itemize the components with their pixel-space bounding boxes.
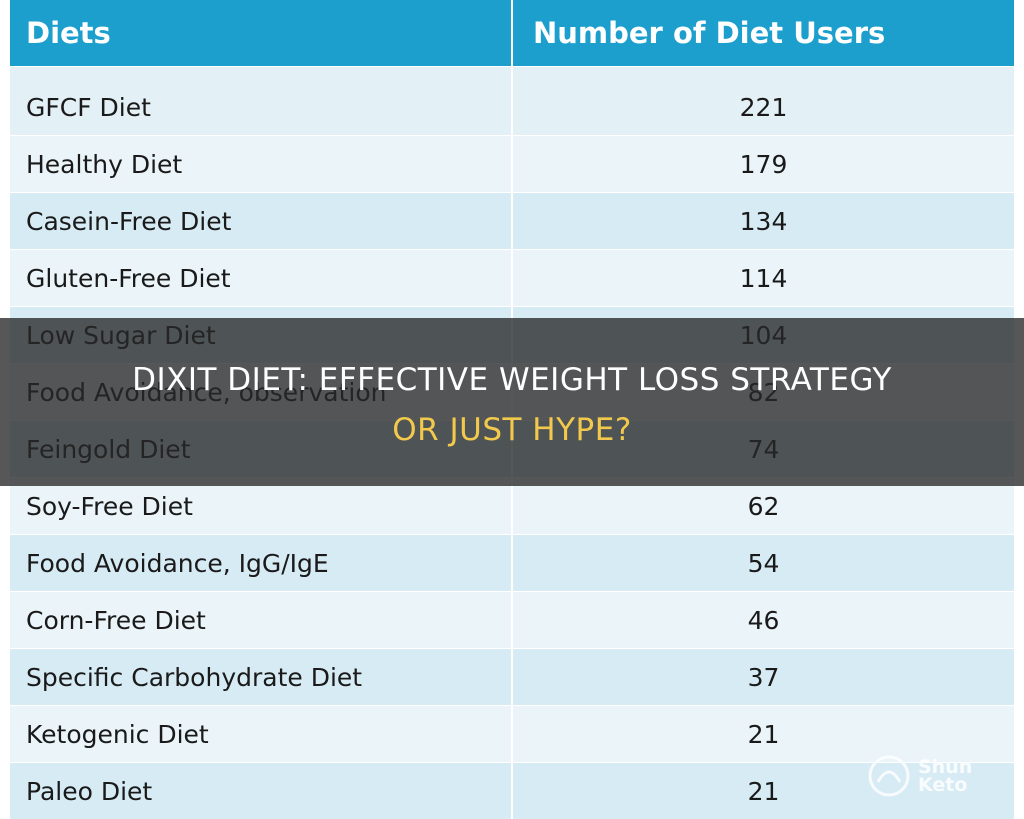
user-count: 46	[513, 592, 1014, 648]
diet-name: Ketogenic Diet	[10, 706, 511, 762]
diet-name: Gluten-Free Diet	[10, 250, 511, 306]
diet-name: Casein-Free Diet	[10, 193, 511, 249]
column-header: Diets	[10, 0, 511, 66]
column-header: Number of Diet Users	[513, 0, 1014, 66]
diet-name: GFCF Diet	[10, 67, 511, 135]
watermark-text: Keto	[918, 774, 968, 796]
user-count: 21	[513, 763, 1014, 819]
title-band: DIXIT DIET: EFFECTIVE WEIGHT LOSS STRATE…	[0, 318, 1024, 486]
diet-name: Healthy Diet	[10, 136, 511, 192]
diet-name: Paleo Diet	[10, 763, 511, 819]
user-count: 37	[513, 649, 1014, 705]
title-line: OR JUST HYPE?	[392, 412, 632, 448]
diet-name: Food Avoidance, IgG/IgE	[10, 535, 511, 591]
watermark-logo	[868, 755, 910, 797]
user-count: 114	[513, 250, 1014, 306]
watermark-text: Shun	[918, 756, 973, 778]
user-count: 134	[513, 193, 1014, 249]
title-line: DIXIT DIET: EFFECTIVE WEIGHT LOSS STRATE…	[132, 362, 892, 398]
user-count: 54	[513, 535, 1014, 591]
diet-name: Specific Carbohydrate Diet	[10, 649, 511, 705]
user-count: 21	[513, 706, 1014, 762]
user-count: 221	[513, 67, 1014, 135]
diet-name: Soy-Free Diet	[10, 478, 511, 534]
user-count: 179	[513, 136, 1014, 192]
user-count: 62	[513, 478, 1014, 534]
diet-name: Corn-Free Diet	[10, 592, 511, 648]
